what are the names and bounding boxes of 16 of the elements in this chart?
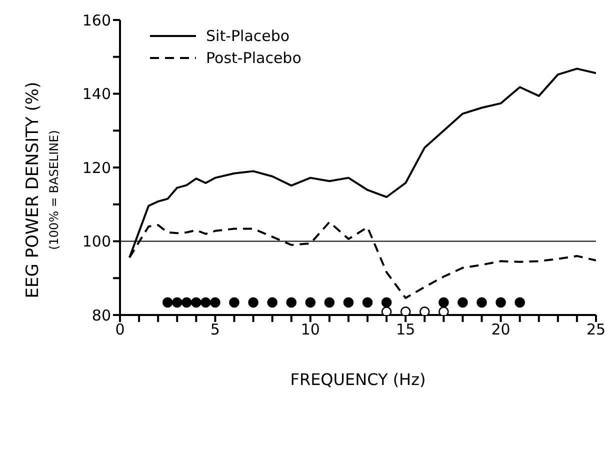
- y-tick-label: 160: [82, 11, 111, 30]
- x-tick-label: 0: [115, 320, 125, 339]
- x-axis-title: FREQUENCY (Hz): [290, 370, 426, 389]
- y-tick-label: 120: [82, 158, 111, 177]
- x-tick-label: 15: [396, 320, 416, 339]
- x-tick-label: 5: [210, 320, 220, 339]
- y-tick-label: 100: [82, 232, 111, 251]
- legend-label: Post-Placebo: [206, 48, 302, 69]
- legend-label: Sit-Placebo: [206, 26, 290, 47]
- text: (100% = BASELINE): [47, 130, 61, 250]
- y-tick-label: 80: [92, 306, 111, 324]
- x-tick-label: 25: [586, 320, 606, 339]
- y-axis-title: EEG POWER DENSITY (%): [23, 82, 43, 298]
- x-tick-label: 20: [491, 320, 510, 339]
- y-tick-label: 140: [82, 85, 111, 104]
- x-tick-label: 10: [300, 320, 320, 339]
